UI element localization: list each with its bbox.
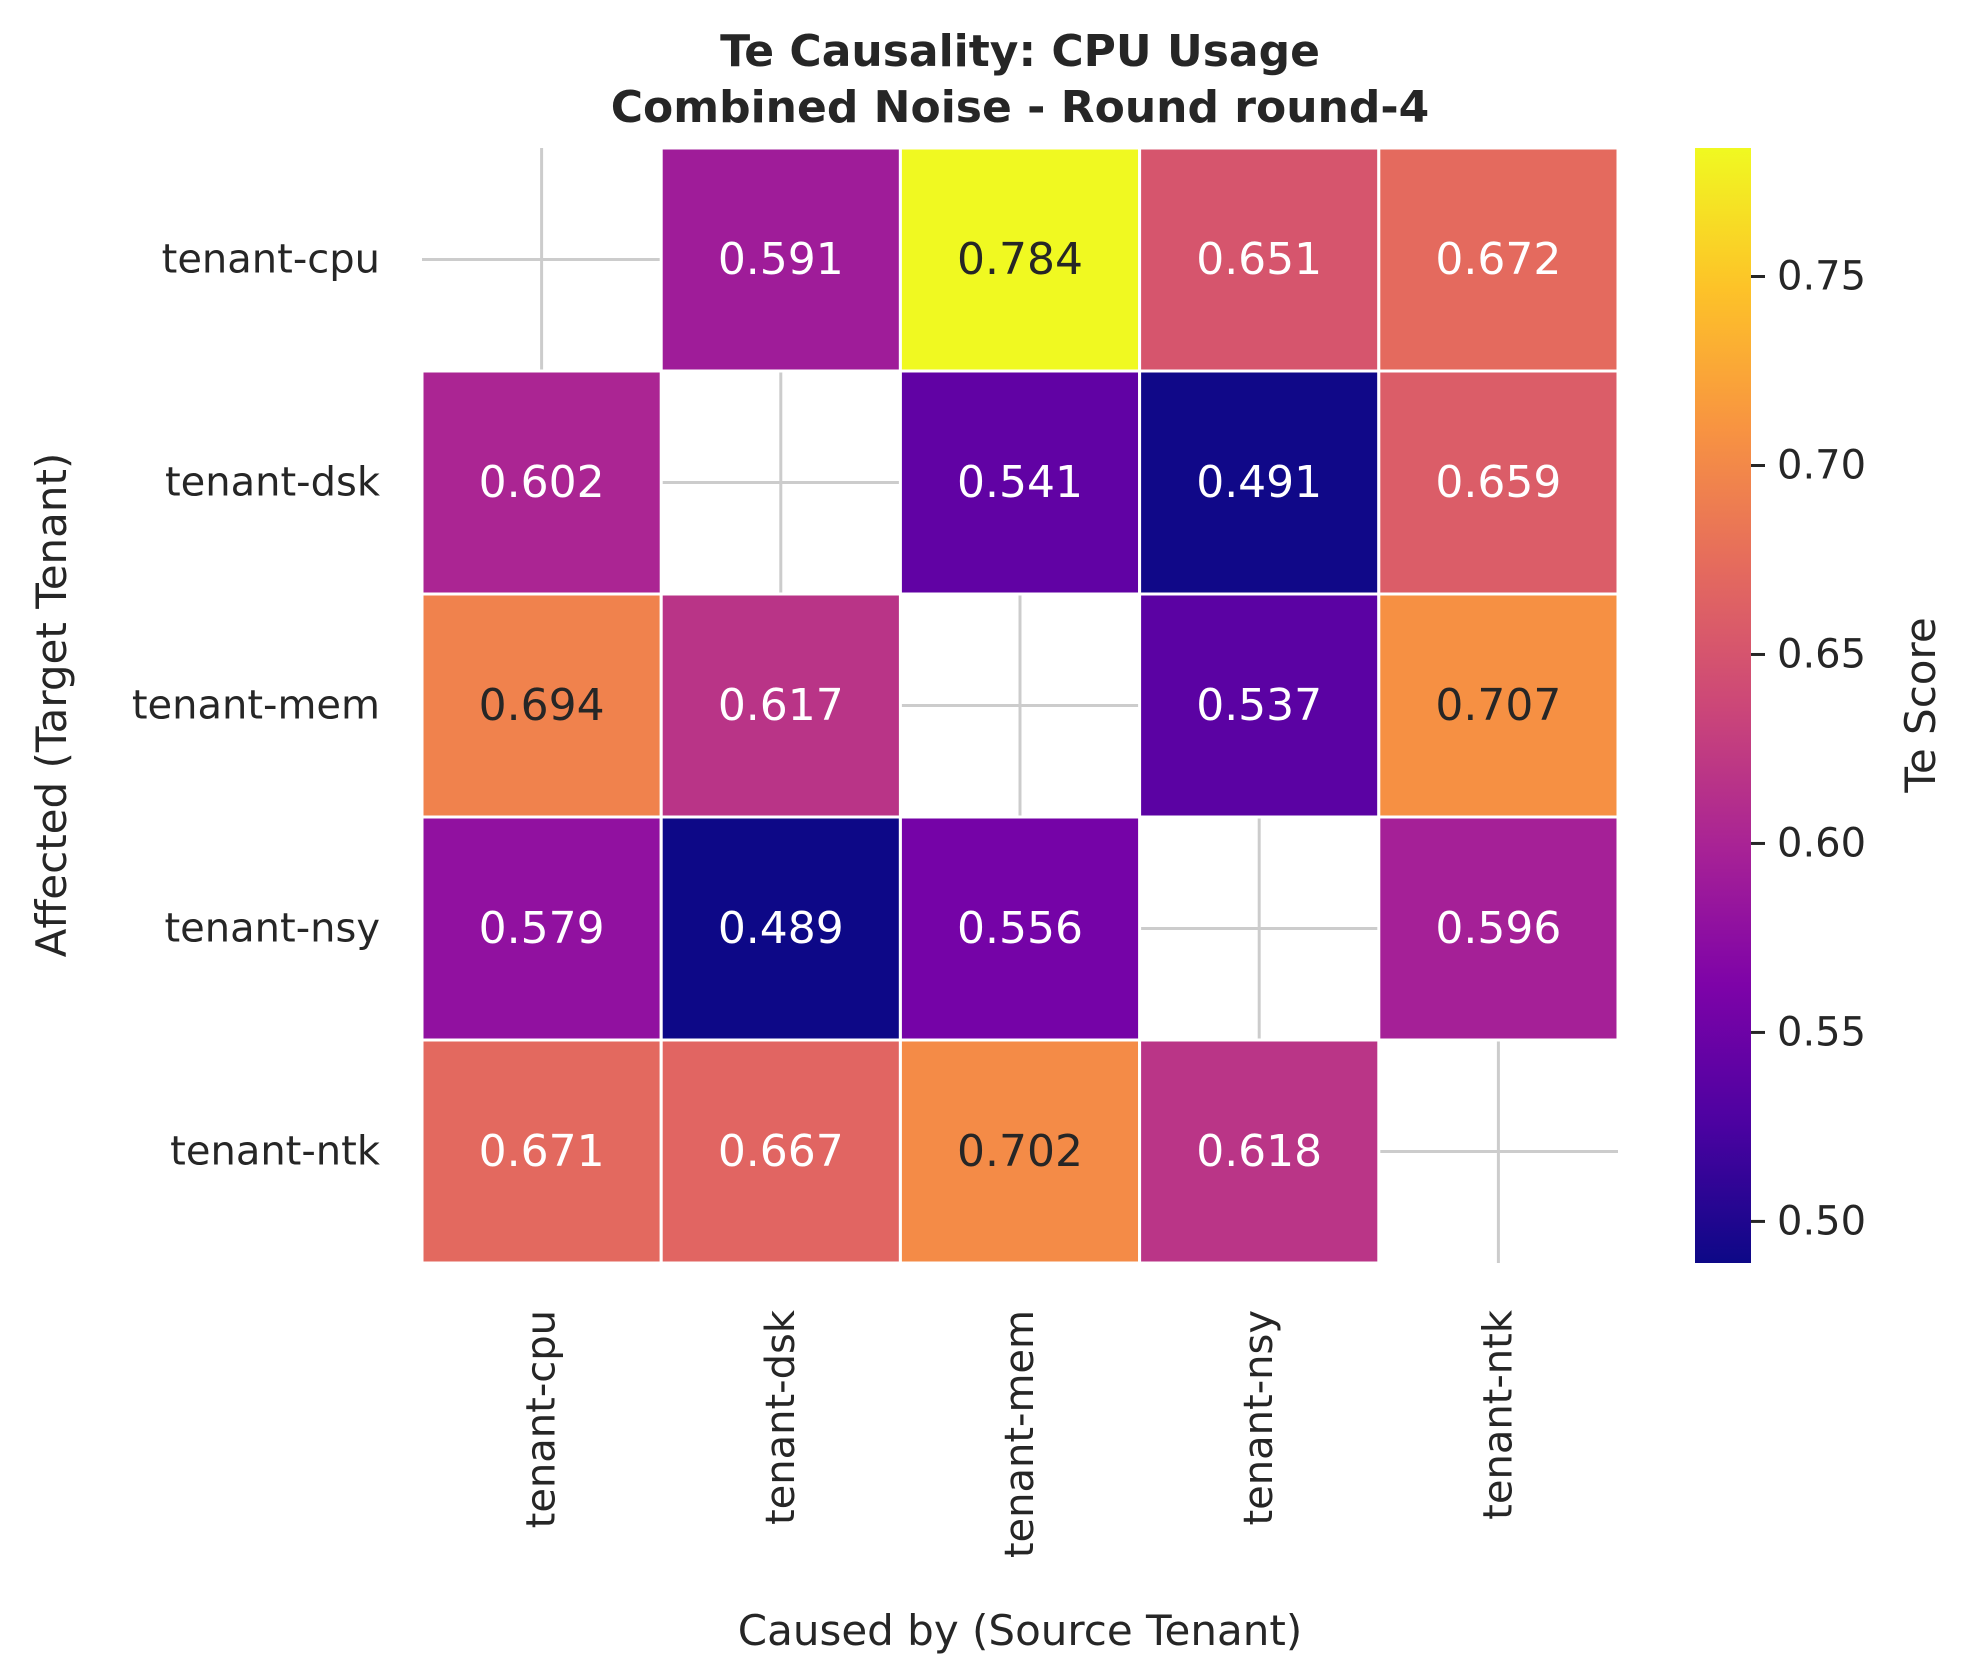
heatmap-cell (1377, 815, 1620, 1042)
cell-value-label: 0.602 (479, 457, 605, 508)
x-axis-label: Caused by (Source Tenant) (738, 1606, 1302, 1655)
colorbar-label: Te Score (1896, 617, 1945, 793)
colorbar-tick-label: 0.65 (1777, 631, 1866, 677)
cell-value-label: 0.784 (957, 234, 1083, 285)
colorbar-tick-label: 0.70 (1777, 442, 1866, 488)
x-tick-label: tenant-dsk (758, 1309, 804, 1525)
y-tick-label: tenant-dsk (165, 460, 381, 506)
y-tick-label: tenant-nsy (165, 906, 381, 952)
heatmap-cell (1377, 592, 1620, 819)
heatmap-cell (1138, 369, 1381, 596)
colorbar-tick-label: 0.55 (1777, 1009, 1866, 1055)
cell-value-label: 0.672 (1435, 234, 1561, 285)
cell-value-label: 0.651 (1196, 234, 1322, 285)
cell-value-label: 0.667 (718, 1126, 844, 1177)
x-tick-label: tenant-mem (997, 1310, 1043, 1558)
cell-value-label: 0.541 (957, 457, 1083, 508)
x-tick-labels: tenant-cpu tenant-dsk tenant-mem tenant-nsy… (519, 1309, 1522, 1558)
heatmap-cell (1377, 369, 1620, 596)
heatmap-cell (898, 815, 1142, 1042)
cell-value-label: 0.618 (1196, 1126, 1322, 1177)
chart-title: Te Causality: CPU Usage (720, 26, 1320, 77)
chart-subtitle: Combined Noise - Round round-4 (611, 82, 1430, 133)
heatmap-cell (1377, 146, 1620, 373)
heatmap-cell (420, 592, 663, 819)
heatmap-cells (420, 146, 1620, 1265)
heatmap-cell (659, 1038, 902, 1265)
cell-value-label: 0.617 (718, 680, 844, 731)
cell-value-label: 0.702 (957, 1126, 1083, 1177)
cell-value-label: 0.591 (718, 234, 844, 285)
y-tick-label: tenant-ntk (170, 1129, 381, 1175)
colorbar-ticks: 0.50 0.55 0.60 0.65 0.70 0.75 (1751, 254, 1866, 1244)
x-tick-label: tenant-ntk (1475, 1309, 1521, 1520)
cell-value-label: 0.556 (957, 903, 1083, 954)
cell-value-label: 0.671 (479, 1126, 605, 1177)
heatmap-cell (898, 1038, 1142, 1265)
cell-value-label: 0.694 (479, 680, 605, 731)
heatmap-cell (1138, 592, 1381, 819)
cell-value-label: 0.489 (718, 903, 844, 954)
heatmap-cell (420, 815, 663, 1042)
y-axis-label: Affected (Target Tenant) (27, 453, 76, 958)
colorbar-tick-label: 0.50 (1777, 1198, 1866, 1244)
cell-value-label: 0.707 (1435, 680, 1561, 731)
colorbar (1695, 148, 1751, 1263)
cell-value-label: 0.537 (1196, 680, 1322, 731)
cell-value-labels: 0.591 0.784 0.651 0.672 0.602 0.541 0.491 0.659… (479, 234, 1562, 1177)
cell-value-label: 0.596 (1435, 903, 1561, 954)
cell-value-label: 0.659 (1435, 457, 1561, 508)
heatmap-cell (420, 369, 663, 596)
colorbar-tick-label: 0.75 (1777, 254, 1866, 300)
heatmap-cell (898, 369, 1142, 596)
x-tick-label: tenant-nsy (1236, 1310, 1282, 1526)
heatmap-cell (1138, 1038, 1381, 1265)
heatmap-cell (659, 592, 902, 819)
x-tick-label: tenant-cpu (519, 1310, 565, 1528)
colorbar-tick-label: 0.60 (1777, 820, 1866, 866)
y-tick-labels: tenant-cpu tenant-dsk tenant-mem tenant-nsy… (132, 237, 381, 1175)
y-tick-label: tenant-mem (132, 683, 380, 729)
cell-value-label: 0.491 (1196, 457, 1322, 508)
y-tick-label: tenant-cpu (162, 237, 380, 283)
heatmap-cell (659, 815, 902, 1042)
heatmap-cell (898, 146, 1142, 373)
heatmap-cell (420, 1038, 663, 1265)
cell-value-label: 0.579 (479, 903, 605, 954)
